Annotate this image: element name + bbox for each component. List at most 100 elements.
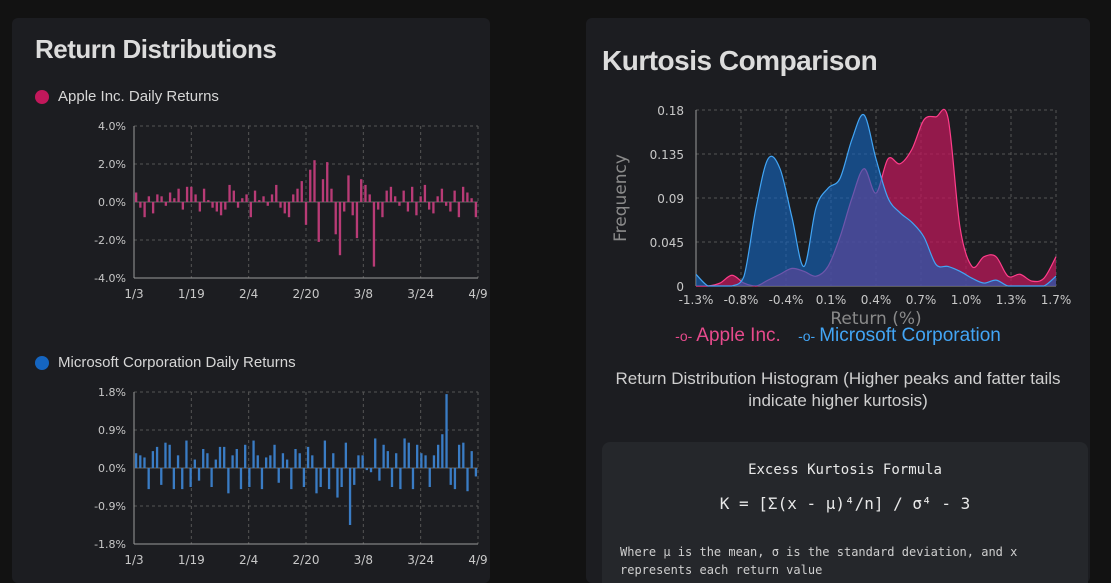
return-bar — [309, 169, 312, 202]
return-bar — [168, 192, 172, 202]
return-bar — [407, 442, 410, 468]
y-tick-label: 0 — [676, 280, 684, 294]
return-bar — [143, 202, 146, 218]
x-tick-label: 2/20 — [293, 553, 320, 567]
return-bar — [453, 190, 456, 202]
return-bar — [321, 179, 325, 202]
return-bar — [382, 444, 385, 468]
x-tick-label: 1.7% — [1041, 293, 1072, 307]
return-bar — [445, 394, 448, 468]
return-bar — [432, 202, 435, 214]
return-bar — [298, 453, 301, 468]
y-tick-label: -2.0% — [94, 234, 126, 247]
return-bar — [207, 200, 210, 202]
return-bar — [275, 184, 278, 202]
return-bar — [403, 438, 406, 468]
return-bar — [386, 451, 389, 468]
return-bar — [214, 459, 217, 468]
return-bar — [236, 202, 240, 208]
return-bar — [398, 202, 401, 206]
return-bar — [262, 196, 265, 202]
return-bar — [466, 468, 469, 492]
microsoft-distribution-area — [696, 114, 1056, 287]
x-tick-label: 1/3 — [124, 287, 143, 301]
return-bar — [185, 440, 188, 468]
legend-apple-item[interactable]: -o- Apple Inc. — [675, 325, 781, 347]
y-tick-label: -4.0% — [94, 272, 126, 285]
return-bar — [330, 188, 333, 202]
return-bar — [194, 194, 197, 202]
return-bar — [264, 457, 268, 468]
y-tick-label: -1.8% — [94, 538, 126, 551]
x-tick-label: 2/4 — [239, 553, 258, 567]
return-bar — [151, 451, 155, 468]
return-bar — [423, 184, 427, 202]
kurtosis-legend: -o- Apple Inc. -o- Microsoft Corporation — [586, 325, 1090, 347]
legend-apple-label: Apple Inc. — [696, 325, 781, 346]
apple-returns-legend[interactable]: Apple Inc. Daily Returns — [35, 88, 219, 105]
apple-line-marker-icon: -o- — [675, 328, 693, 344]
return-bar — [466, 192, 469, 202]
y-tick-label: 0.18 — [657, 104, 684, 118]
return-bar — [374, 438, 377, 468]
return-bar — [172, 468, 176, 490]
microsoft-legend-dot — [35, 355, 49, 370]
x-tick-label: 0.4% — [861, 293, 892, 307]
return-bar — [327, 468, 331, 490]
return-bar — [343, 202, 346, 212]
return-bar — [231, 455, 234, 468]
microsoft-distribution-area-line — [695, 113, 1057, 287]
return-bar — [181, 468, 184, 490]
return-bar — [317, 202, 320, 242]
return-bar — [449, 468, 452, 485]
return-bar — [273, 444, 276, 468]
formula-note: Where μ is the mean, σ is the standard d… — [620, 545, 1018, 577]
microsoft-returns-chart: 1.8% 0.9% 0.0% -0.9% -1.8% 1/3 1/19 2/4 2/20 3/8 3… — [94, 386, 488, 567]
return-bar — [323, 440, 327, 468]
return-bar — [285, 459, 289, 468]
return-bar — [302, 468, 306, 487]
return-bar — [245, 194, 248, 202]
legend-microsoft-item[interactable]: -o- Microsoft Corporation — [798, 325, 1001, 347]
x-tick-label: -1.3% — [679, 293, 714, 307]
microsoft-legend-label: Microsoft Corporation Daily Returns — [58, 354, 296, 371]
return-bar — [334, 202, 337, 235]
return-bar — [227, 468, 230, 494]
return-bar — [424, 455, 427, 468]
kurtosis-comparison-panel: Kurtosis Comparison 0 0.045 0.09 0.135 0.18 -… — [586, 18, 1090, 583]
return-bar — [357, 455, 360, 468]
apple-returns-chart: 4.0% 2.0% 0.0% -2.0% -4.0% 1/3 1/19 2/4 2/20 3/8 3… — [94, 120, 488, 301]
return-bar — [232, 190, 235, 202]
return-bar — [198, 202, 201, 212]
return-bar — [164, 442, 167, 468]
return-bar — [292, 194, 295, 202]
y-tick-label: 1.8% — [98, 386, 126, 399]
return-bar — [348, 468, 352, 525]
x-tick-label: -0.4% — [769, 293, 804, 307]
return-bar — [239, 468, 243, 490]
return-bar — [428, 468, 431, 487]
return-bar — [461, 186, 465, 202]
return-bar — [218, 446, 222, 468]
return-bar — [364, 184, 367, 202]
return-bar — [315, 468, 318, 494]
return-bar — [270, 194, 274, 202]
return-bar — [224, 202, 227, 210]
return-bar — [365, 468, 368, 471]
return-bar — [319, 468, 322, 487]
y-tick-label: 0.9% — [98, 424, 126, 437]
return-bar — [344, 442, 348, 468]
apple-legend-label: Apple Inc. Daily Returns — [58, 88, 219, 105]
return-bar — [399, 468, 402, 490]
return-bar — [394, 196, 397, 202]
return-bar — [311, 455, 314, 468]
microsoft-returns-legend[interactable]: Microsoft Corporation Daily Returns — [35, 354, 296, 371]
return-bar — [332, 453, 335, 468]
return-bar — [168, 444, 171, 468]
return-bar — [336, 468, 339, 498]
x-tick-label: 1/19 — [178, 287, 205, 301]
return-bar — [287, 202, 291, 218]
return-bar — [381, 202, 384, 218]
return-bar — [411, 186, 414, 202]
return-bar — [360, 179, 363, 202]
